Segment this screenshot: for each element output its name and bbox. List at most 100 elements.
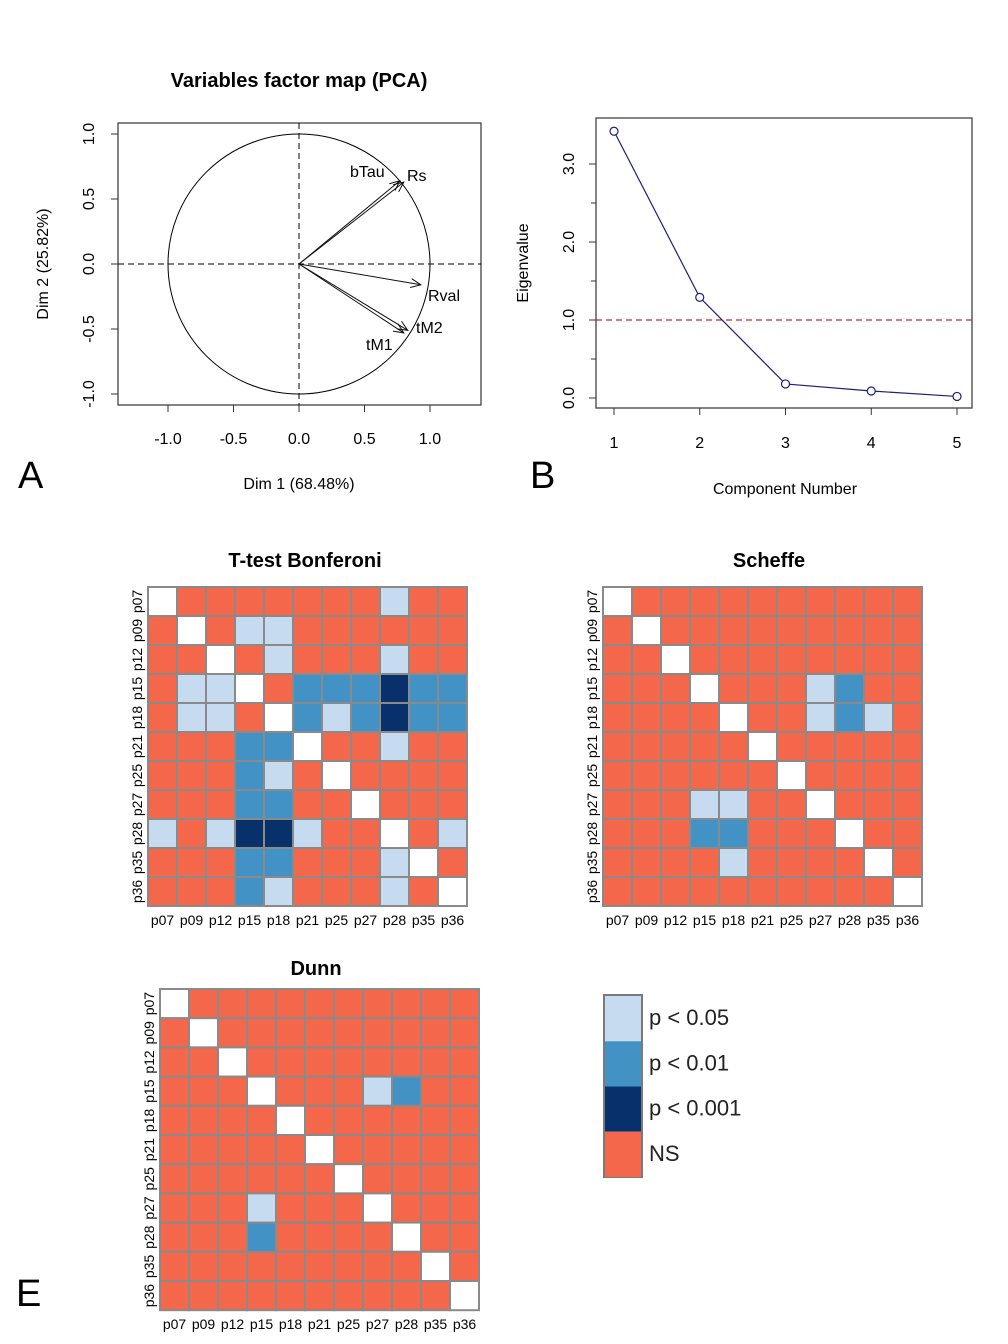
scheffe-cell-p07-p28 — [834, 586, 865, 617]
ttest-cell-p21-p36 — [437, 731, 468, 762]
dunn-cell-p28-p09 — [188, 1221, 219, 1253]
scheffe-cell-p09-p15 — [689, 615, 720, 646]
scheffe-cell-p25-p25 — [776, 760, 807, 791]
pca-arrowhead — [410, 278, 423, 289]
dunn-cell-p15-p15 — [246, 1075, 277, 1107]
pca-vector-label: tM1 — [366, 337, 393, 354]
scheffe-cell-p28-p21 — [747, 818, 778, 849]
scheffe-cell-p28-p36 — [892, 818, 923, 849]
scheffe-cell-p25-p15 — [689, 760, 720, 791]
scheffe-cell-p36-p36 — [892, 876, 923, 907]
scheffe-cell-p09-p27 — [805, 615, 836, 646]
scheffe-cell-p35-p15 — [689, 847, 720, 878]
dunn-cell-p25-p09 — [188, 1163, 219, 1195]
scheffe-cell-p09-p36 — [892, 615, 923, 646]
pca-y-tick-label: -0.5 — [81, 315, 98, 343]
scheffe-cell-p15-p21 — [747, 673, 778, 704]
dunn-cell-p15-p09 — [188, 1075, 219, 1107]
scheffe-cell-p18-p09 — [631, 702, 662, 733]
dunn-cell-p35-p15 — [246, 1250, 277, 1283]
scheffe-cell-p12-p27 — [805, 644, 836, 675]
dunn-cell-p07-p15 — [246, 988, 277, 1020]
scheffe-cell-p15-p07 — [602, 673, 633, 704]
ttest-x-label: p35 — [412, 912, 436, 928]
scheffe-cell-p15-p09 — [631, 673, 662, 704]
ttest-cell-p28-p15 — [234, 818, 265, 849]
dunn-cell-p36-p36 — [449, 1280, 480, 1312]
dunn-cell-p07-p27 — [362, 988, 393, 1020]
dunn-cell-p36-p27 — [362, 1280, 393, 1312]
dunn-cell-p12-p25 — [333, 1046, 364, 1078]
scheffe-cell-p07-p25 — [776, 586, 807, 617]
dunn-cell-p07-p07 — [159, 988, 190, 1020]
scheffe-cell-p35-p25 — [776, 847, 807, 878]
dunn-cell-p12-p27 — [362, 1046, 393, 1078]
legend-label-p01: p < 0.01 — [649, 1050, 729, 1075]
ttest-cell-p12-p27 — [350, 644, 381, 675]
scheffe-cell-p27-p12 — [660, 789, 691, 820]
legend-swatch-p01 — [605, 1041, 641, 1087]
scheffe-cell-p07-p07 — [602, 586, 633, 617]
heatmap-scheffe: Scheffe p07 p09 p12 p15 p18 p21 p25 p27 p28 p35 p3… — [584, 550, 923, 928]
dunn-cell-p27-p27 — [362, 1192, 393, 1224]
dunn-cell-p18-p27 — [362, 1104, 393, 1137]
scheffe-cell-p25-p09 — [631, 760, 662, 791]
dunn-cell-p15-p21 — [304, 1075, 335, 1107]
dunn-cell-p27-p12 — [217, 1192, 248, 1224]
ttest-cell-p25-p28 — [379, 760, 410, 791]
dunn-cell-p09-p27 — [362, 1017, 393, 1049]
dunn-cell-p07-p21 — [304, 988, 335, 1020]
ttest-cell-p09-p12 — [205, 615, 236, 646]
ttest-cell-p07-p07 — [147, 586, 178, 617]
pca-variables-map: Variables factor map (PCA) -1.0 -0.5 0.0 0.… — [35, 70, 482, 493]
ttest-cell-p25-p12 — [205, 760, 236, 791]
scheffe-cell-p35-p09 — [631, 847, 662, 878]
scheffe-cell-p12-p35 — [863, 644, 894, 675]
dunn-x-label: p35 — [424, 1316, 448, 1332]
scree-point-5 — [952, 391, 962, 402]
ttest-cell-p18-p35 — [408, 702, 439, 733]
dunn-cell-p21-p36 — [449, 1134, 480, 1166]
ttest-cell-p07-p27 — [350, 586, 381, 617]
pca-vector-btau — [298, 180, 401, 265]
dunn-cell-p12-p21 — [304, 1046, 335, 1078]
dunn-cell-p07-p09 — [188, 988, 219, 1020]
scheffe-cell-p09-p07 — [602, 615, 633, 646]
scheffe-cell-p12-p21 — [747, 644, 778, 675]
dunn-cell-p28-p35 — [420, 1221, 451, 1253]
scheffe-cell-p09-p35 — [863, 615, 894, 646]
scheffe-cell-p15-p18 — [718, 673, 749, 704]
dunn-cell-p12-p36 — [449, 1046, 480, 1078]
scheffe-cell-p21-p28 — [834, 731, 865, 762]
ttest-cell-p36-p07 — [147, 876, 178, 907]
scree-plot-frame — [595, 117, 973, 409]
ttest-cell-p21-p09 — [176, 731, 207, 762]
dunn-cell-p36-p15 — [246, 1280, 277, 1312]
ttest-cell-p12-p25 — [321, 644, 352, 675]
ttest-cell-p27-p28 — [379, 789, 410, 820]
dunn-cell-p18-p36 — [449, 1104, 480, 1137]
dunn-cell-p21-p12 — [217, 1134, 248, 1166]
ttest-cell-p25-p21 — [292, 760, 323, 791]
significance-legend: p < 0.05 p < 0.01 p < 0.001 NS — [603, 994, 741, 1178]
scheffe-cell-p27-p27 — [805, 789, 836, 820]
dunn-cell-p15-p18 — [275, 1075, 306, 1107]
dunn-cell-p35-p25 — [333, 1250, 364, 1283]
dunn-x-label: p25 — [337, 1316, 361, 1332]
scheffe-cell-p36-p25 — [776, 876, 807, 907]
scree-y-tick-label: 1.0 — [561, 309, 578, 331]
heatmap-ttest-bonferroni: T-test Bonferoni p07 p09 p12 p15 p18 p21 p25 p2… — [129, 550, 468, 928]
scheffe-cell-p35-p07 — [602, 847, 633, 878]
scheffe-x-label: p21 — [751, 912, 775, 928]
scheffe-y-label: p18 — [584, 706, 600, 730]
scheffe-cell-p12-p12 — [660, 644, 691, 675]
ttest-cell-p28-p25 — [321, 818, 352, 849]
ttest-x-label: p27 — [354, 912, 378, 928]
dunn-cell-p12-p09 — [188, 1046, 219, 1078]
pca-arrowhead — [393, 181, 405, 193]
dunn-cell-p27-p07 — [159, 1192, 190, 1224]
ttest-y-label: p36 — [129, 880, 145, 904]
scheffe-cell-p36-p28 — [834, 876, 865, 907]
dunn-cell-p07-p25 — [333, 988, 364, 1020]
